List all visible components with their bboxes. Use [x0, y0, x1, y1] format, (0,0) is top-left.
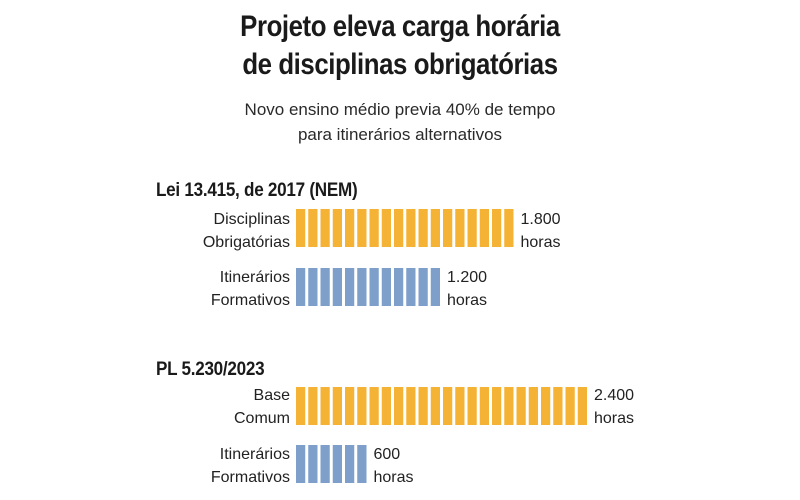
bar-segment	[430, 268, 440, 306]
bar-segment	[332, 209, 342, 247]
bar-segment	[308, 445, 318, 483]
value-label-disciplinas-obrigatorias: 1.800 horas	[521, 208, 561, 254]
value-label-itinerarios-pl: 600 horas	[374, 443, 414, 489]
bar-segment	[467, 209, 477, 247]
category-label-line: Formativos	[210, 469, 290, 486]
bar-segment	[430, 209, 440, 247]
value-label-unit: horas	[594, 410, 635, 427]
bar-segment	[345, 387, 355, 425]
value-label-itinerarios-nem: 1.200 horas	[447, 266, 487, 312]
bar-segment	[296, 209, 306, 247]
chart-title-line-1: Projeto eleva carga horária	[240, 10, 560, 43]
bar-segment	[308, 387, 318, 425]
bar-segment	[553, 387, 563, 425]
bar-segment	[406, 387, 416, 425]
bar-segment	[443, 209, 453, 247]
bar-segment	[320, 209, 330, 247]
bar-segment	[504, 209, 514, 247]
bar-segment	[394, 387, 404, 425]
bar-segment	[406, 268, 416, 306]
bar-segment	[369, 268, 379, 306]
bar-segment	[332, 268, 342, 306]
bar-segment	[492, 209, 502, 247]
bar-segment	[565, 387, 575, 425]
category-label-disciplinas-obrigatorias: Disciplinas Obrigatórias	[156, 208, 290, 254]
bar-segment	[381, 209, 391, 247]
bar-itinerarios-pl	[296, 445, 367, 483]
value-label-number: 1.200	[447, 269, 488, 286]
value-label-number: 2.400	[594, 387, 635, 404]
category-label-itinerarios-pl: Itinerários Formativos	[156, 443, 290, 489]
bar-itinerarios-nem	[296, 268, 440, 306]
bar-segment	[504, 387, 514, 425]
bar-segment	[357, 209, 367, 247]
category-label-line: Obrigatórias	[202, 234, 290, 251]
bar-segment	[320, 268, 330, 306]
bar-segment	[528, 387, 538, 425]
bar-segment	[308, 268, 318, 306]
category-label-line: Disciplinas	[213, 211, 290, 228]
bar-segment	[418, 209, 428, 247]
section-title-pl: PL 5.230/2023	[156, 359, 265, 380]
bar-segment	[394, 209, 404, 247]
bar-segment	[381, 268, 391, 306]
category-label-line: Base	[253, 387, 290, 404]
bar-segment	[381, 387, 391, 425]
bar-segment	[577, 387, 587, 425]
chart-subtitle: Novo ensino médio previa 40% de tempo pa…	[0, 97, 800, 147]
bar-segment	[479, 387, 489, 425]
value-label-number: 600	[373, 446, 401, 463]
bar-segment	[332, 445, 342, 483]
category-label-line: Itinerários	[219, 269, 290, 286]
value-label-unit: horas	[447, 292, 488, 309]
chart-subtitle-line-1: Novo ensino médio previa 40% de tempo	[244, 100, 556, 119]
bar-segment	[418, 268, 428, 306]
bar-segment	[406, 209, 416, 247]
bar-segment	[516, 387, 526, 425]
bar-segment	[394, 268, 404, 306]
chart-title-line-2: de disciplinas obrigatórias	[242, 48, 558, 81]
value-label-unit: horas	[520, 234, 561, 251]
bar-segment	[308, 209, 318, 247]
bar-base-comum	[296, 387, 587, 425]
bar-segment	[296, 445, 306, 483]
bar-segment	[455, 209, 465, 247]
bar-segment	[320, 445, 330, 483]
bar-segment	[345, 209, 355, 247]
bar-segment	[369, 387, 379, 425]
bar-segment	[357, 268, 367, 306]
bar-segment	[492, 387, 502, 425]
bar-segment	[357, 445, 367, 483]
bar-segment	[320, 387, 330, 425]
category-label-base-comum: Base Comum	[156, 384, 290, 430]
category-label-itinerarios-nem: Itinerários Formativos	[156, 266, 290, 312]
bar-segment	[357, 387, 367, 425]
value-label-unit: horas	[373, 469, 414, 486]
bar-segment	[467, 387, 477, 425]
bar-segment	[541, 387, 551, 425]
bar-segment	[418, 387, 428, 425]
chart-title: Projeto eleva carga horária de disciplin…	[56, 8, 744, 84]
category-label-line: Formativos	[210, 292, 290, 309]
bar-segment	[430, 387, 440, 425]
bar-segment	[443, 387, 453, 425]
bar-segment	[296, 387, 306, 425]
chart-subtitle-line-2: para itinerários alternativos	[297, 125, 503, 144]
category-label-line: Itinerários	[219, 446, 290, 463]
bar-disciplinas-obrigatorias	[296, 209, 514, 247]
bar-segment	[345, 268, 355, 306]
bar-segment	[345, 445, 355, 483]
bar-segment	[455, 387, 465, 425]
value-label-number: 1.800	[520, 211, 561, 228]
bar-segment	[296, 268, 306, 306]
section-title-nem: Lei 13.415, de 2017 (NEM)	[156, 180, 358, 201]
value-label-base-comum: 2.400 horas	[594, 384, 634, 430]
bar-segment	[479, 209, 489, 247]
bar-segment	[332, 387, 342, 425]
category-label-line: Comum	[233, 410, 290, 427]
bar-segment	[369, 209, 379, 247]
